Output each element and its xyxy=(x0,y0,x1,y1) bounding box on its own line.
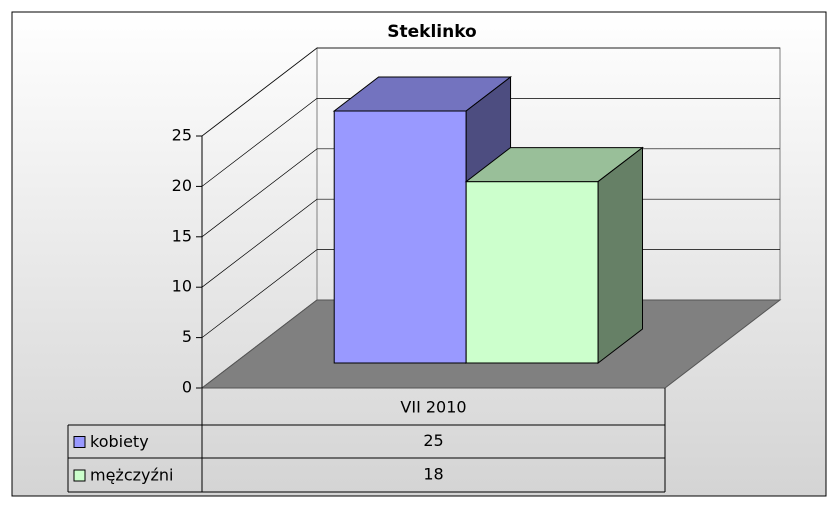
chart-title: Steklinko xyxy=(387,22,477,42)
y-tick-label: 0 xyxy=(182,378,192,397)
table-value: 18 xyxy=(423,465,443,484)
bar-front xyxy=(333,110,467,364)
legend-label: mężczyźni xyxy=(90,466,173,485)
y-tick-label: 5 xyxy=(182,327,192,346)
legend-label: kobiety xyxy=(90,432,149,451)
grid-line xyxy=(201,47,780,137)
y-tick-label: 15 xyxy=(172,226,192,245)
grid-line xyxy=(201,98,780,187)
legend-key xyxy=(73,469,86,482)
bar-front xyxy=(465,181,599,364)
bar-side xyxy=(597,146,644,365)
y-tick-label: 25 xyxy=(172,126,192,145)
legend-key xyxy=(73,436,86,448)
table-header: VII 2010 xyxy=(400,398,466,417)
table-value: 25 xyxy=(423,431,443,450)
y-tick-label: 20 xyxy=(172,176,192,195)
bar xyxy=(464,146,644,365)
y-tick-label: 10 xyxy=(172,277,192,296)
